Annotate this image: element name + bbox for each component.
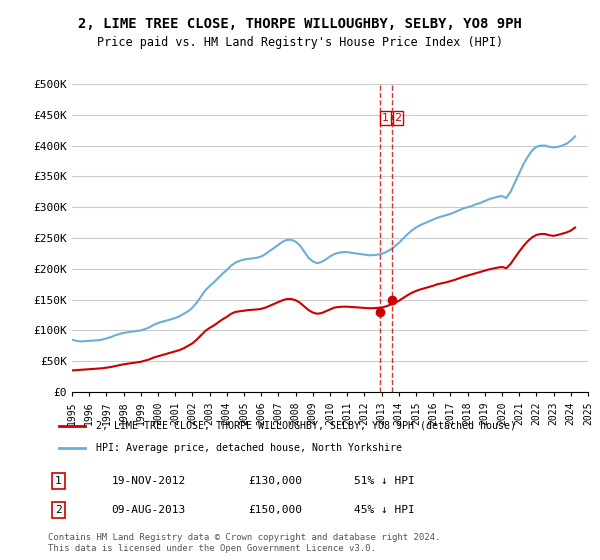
Text: Price paid vs. HM Land Registry's House Price Index (HPI): Price paid vs. HM Land Registry's House … (97, 36, 503, 49)
Text: 1: 1 (382, 113, 389, 123)
Text: 51% ↓ HPI: 51% ↓ HPI (354, 476, 415, 486)
Text: 2, LIME TREE CLOSE, THORPE WILLOUGHBY, SELBY, YO8 9PH (detached house): 2, LIME TREE CLOSE, THORPE WILLOUGHBY, S… (95, 421, 515, 431)
Text: 2: 2 (55, 505, 62, 515)
Text: Contains HM Land Registry data © Crown copyright and database right 2024.
This d: Contains HM Land Registry data © Crown c… (48, 533, 440, 553)
Text: 19-NOV-2012: 19-NOV-2012 (112, 476, 185, 486)
Text: £150,000: £150,000 (248, 505, 302, 515)
Text: HPI: Average price, detached house, North Yorkshire: HPI: Average price, detached house, Nort… (95, 443, 401, 453)
Text: £130,000: £130,000 (248, 476, 302, 486)
Text: 2: 2 (395, 113, 401, 123)
Text: 2, LIME TREE CLOSE, THORPE WILLOUGHBY, SELBY, YO8 9PH: 2, LIME TREE CLOSE, THORPE WILLOUGHBY, S… (78, 17, 522, 31)
Text: 09-AUG-2013: 09-AUG-2013 (112, 505, 185, 515)
Text: 1: 1 (55, 476, 62, 486)
Text: 45% ↓ HPI: 45% ↓ HPI (354, 505, 415, 515)
